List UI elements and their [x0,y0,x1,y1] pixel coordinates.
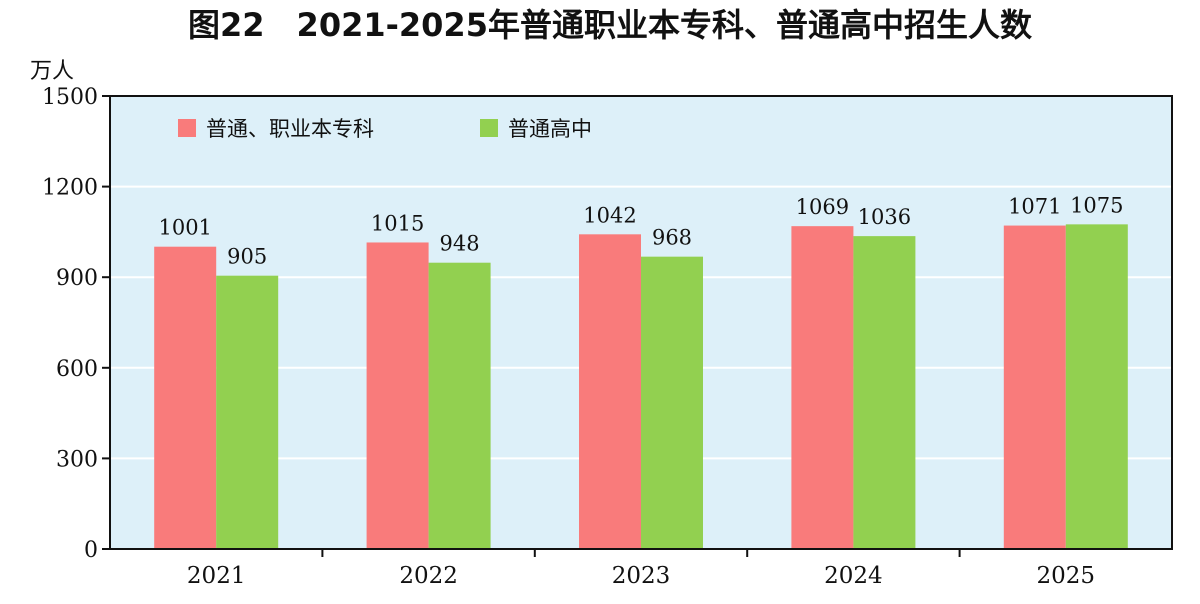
bar-higher-ed-2022 [366,242,429,549]
y-tick-label: 1500 [42,85,98,110]
x-tick-label: 2023 [612,563,671,589]
y-tick-label: 300 [56,447,98,472]
y-tick-label: 0 [84,538,98,563]
bar-high-school-2023 [641,256,703,549]
data-label: 1036 [858,205,911,229]
legend-label: 普通高中 [508,117,592,141]
x-tick-label: 2022 [399,563,458,589]
bar-higher-ed-2025 [1003,225,1066,550]
bar-higher-ed-2021 [154,246,217,549]
legend: 普通、职业本专科 普通高中 [178,117,592,141]
y-tick-label: 1200 [42,176,98,201]
bars [154,224,1128,550]
data-label: 1042 [583,203,636,227]
x-tick-label: 2024 [824,563,883,589]
data-label: 1001 [158,216,211,240]
legend-swatch [178,119,196,137]
data-label: 1015 [371,211,424,235]
data-label: 1071 [1008,195,1061,219]
y-tick-label: 600 [56,357,98,382]
legend-label: 普通、职业本专科 [206,117,374,141]
bar-high-school-2025 [1065,224,1128,549]
axes: 0 300 600 900 1200 1500 2021 2022 2023 2024 2025 [42,85,1095,589]
bar-high-school-2024 [853,236,916,550]
plot-frame [109,95,1173,550]
data-label: 905 [227,245,267,269]
legend-swatch [480,119,498,137]
chart-title: 图22 2021-2025年普通职业本专科、普通高中招生人数 [188,6,1033,44]
x-tick-label: 2025 [1037,563,1096,589]
data-label: 948 [440,232,480,256]
data-label: 1075 [1070,193,1123,217]
bar-high-school-2021 [216,275,279,549]
data-label: 1069 [796,195,849,219]
data-label: 968 [652,226,692,250]
bar-higher-ed-2023 [579,234,641,550]
y-tick-label: 900 [56,266,98,291]
x-tick-label: 2021 [187,563,246,589]
y-axis-unit: 万人 [30,59,74,84]
data-labels: 1001 905 1015 948 1042 968 1069 1036 1071 1075 [158,193,1123,268]
bar-high-school-2022 [428,262,491,549]
bar-higher-ed-2024 [791,226,854,550]
